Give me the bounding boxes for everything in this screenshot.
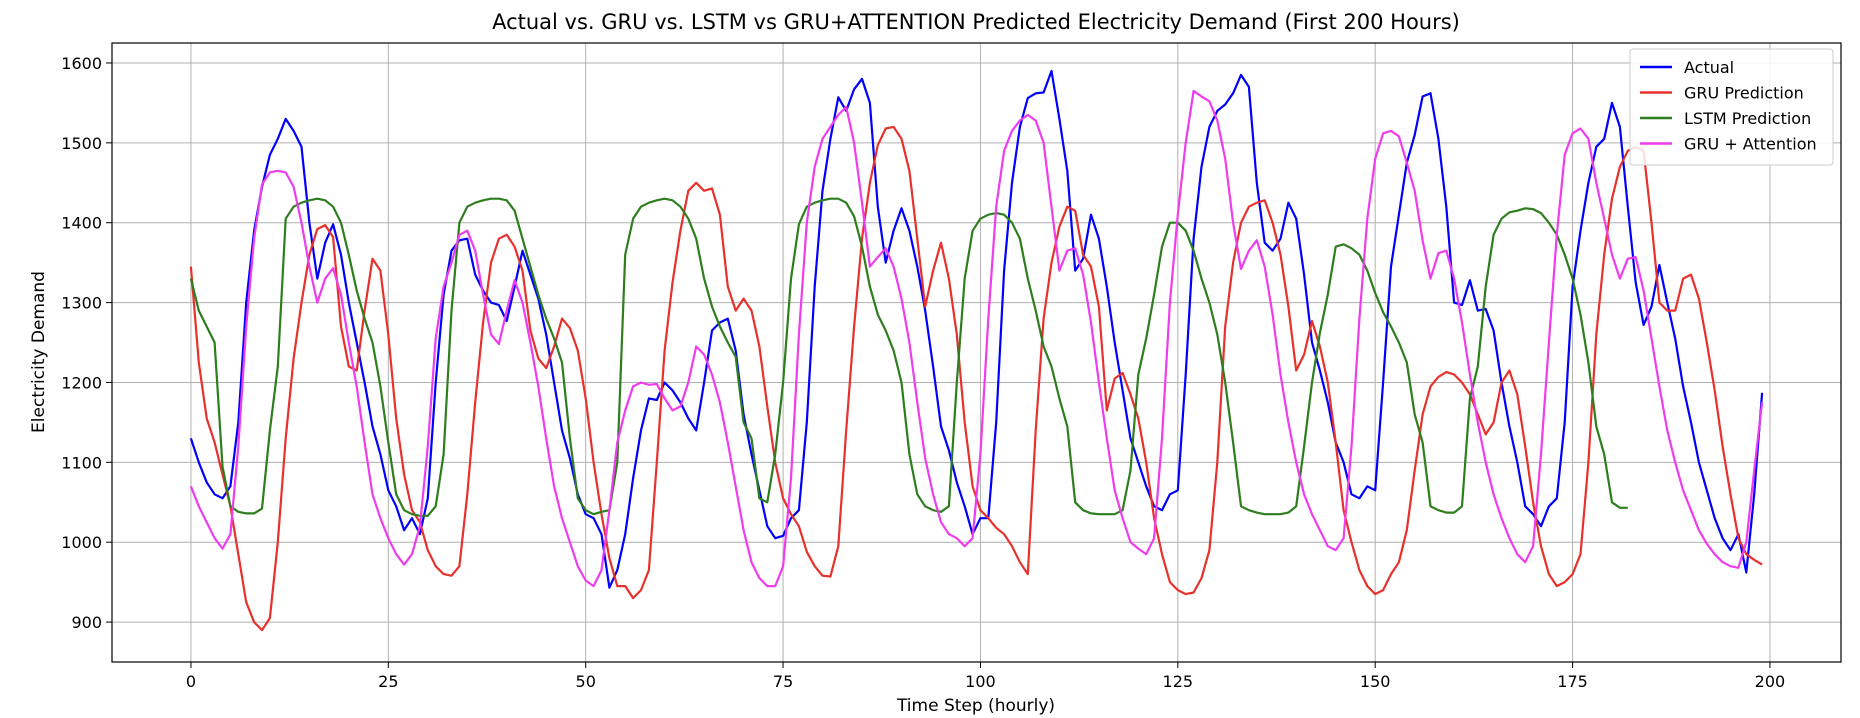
y-tick-label: 900: [71, 613, 102, 632]
x-tick-label: 100: [965, 672, 996, 691]
legend-label-gru-attention: GRU + Attention: [1684, 135, 1817, 154]
y-axis-label: Electricity Demand: [29, 271, 49, 433]
x-tick-label: 0: [186, 672, 196, 691]
legend: Actual GRU Prediction LSTM Prediction GRU +…: [1629, 48, 1834, 166]
series-line-actual: [189, 69, 1764, 589]
y-tick-label: 1200: [61, 373, 102, 392]
y-axis-ticks: 900 1000 1100 1200 1300 1400 1500 1600: [61, 54, 112, 632]
y-tick-label: 1500: [61, 134, 102, 153]
legend-label-gru-prediction: GRU Prediction: [1684, 84, 1804, 103]
y-tick-label: 1100: [61, 453, 102, 472]
y-tick-label: 1000: [61, 533, 102, 552]
legend-label-lstm-prediction: LSTM Prediction: [1684, 109, 1811, 128]
series-lines: [189, 69, 1764, 632]
series-line-gru-attention: [189, 89, 1764, 588]
chart-title: Actual vs. GRU vs. LSTM vs GRU+ATTENTION…: [492, 10, 1460, 34]
y-tick-label: 1300: [61, 294, 102, 313]
legend-label-actual: Actual: [1684, 58, 1734, 77]
legend-box: [1629, 48, 1834, 166]
y-tick-label: 1600: [61, 54, 102, 73]
series-line-lstm-prediction: [189, 197, 1628, 517]
x-tick-label: 50: [576, 672, 596, 691]
y-tick-label: 1400: [61, 214, 102, 233]
x-tick-label: 150: [1360, 672, 1391, 691]
x-tick-label: 175: [1557, 672, 1588, 691]
plot-frame: [111, 42, 1842, 663]
x-axis-ticks: 0 25 50 75 100 125 150 175 200: [186, 662, 1785, 691]
x-axis-label: Time Step (hourly): [896, 696, 1055, 716]
x-tick-label: 25: [378, 672, 398, 691]
x-tick-label: 200: [1755, 672, 1786, 691]
x-tick-label: 125: [1163, 672, 1194, 691]
x-tick-label: 75: [773, 672, 793, 691]
